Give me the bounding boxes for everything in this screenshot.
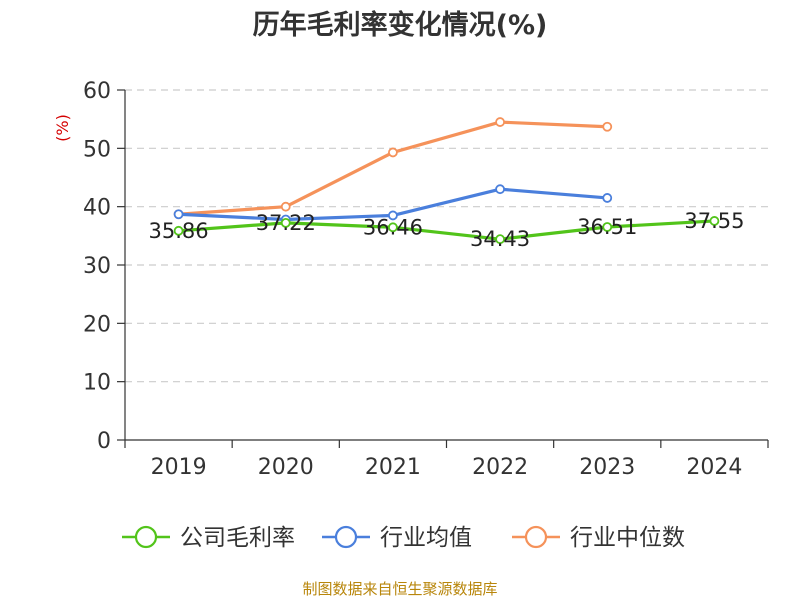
y-axis-label: (%) (53, 114, 72, 142)
data-point-1 (602, 193, 613, 203)
data-label: 36.51 (577, 215, 637, 239)
data-point-2 (602, 121, 613, 132)
data-point-1 (173, 209, 184, 220)
series-line-2 (176, 120, 609, 216)
x-tick-label: 2024 (686, 455, 742, 480)
legend-marker-0 (134, 525, 158, 549)
legend-label-2: 行业中位数 (570, 525, 685, 551)
data-point-0 (388, 222, 398, 233)
y-tick-label: 40 (83, 196, 111, 221)
data-point-0 (709, 216, 720, 226)
x-tick-label: 2020 (258, 455, 314, 480)
series-lines (173, 117, 720, 245)
data-label: 36.46 (363, 215, 423, 239)
data-point-2 (388, 147, 398, 158)
x-tick-label: 2021 (365, 455, 421, 480)
data-point-2 (280, 201, 291, 212)
y-tick-label: 30 (83, 254, 111, 279)
y-tick-label: 60 (83, 79, 111, 104)
legend-marker-2 (524, 525, 548, 549)
data-point-1 (495, 184, 505, 195)
series-line-0 (176, 219, 717, 241)
legend-label-0: 公司毛利率 (180, 525, 295, 551)
data-label: 34.43 (470, 227, 530, 251)
source-note: 制图数据来自恒生聚源数据库 (302, 580, 497, 598)
legend: 公司毛利率 行业均值 行业中位数 (122, 525, 685, 551)
data-point-2 (495, 117, 505, 127)
legend-marker-1 (334, 525, 358, 549)
x-tick-label: 2019 (151, 455, 207, 480)
grid-lines (125, 89, 768, 383)
data-point-1 (388, 210, 398, 221)
y-tick-label: 20 (83, 312, 111, 337)
data-point-0 (495, 234, 505, 245)
data-label: 35.86 (149, 219, 209, 243)
y-tick-label: 50 (83, 137, 111, 162)
y-tick-label: 0 (97, 429, 111, 454)
data-point-0 (280, 217, 291, 228)
axes: 0 10 20 30 40 50 60 2019 2020 2021 2022 2023 2024 (83, 79, 769, 480)
x-tick-label: 2023 (579, 455, 635, 480)
y-tick-label: 10 (83, 371, 111, 396)
x-tick-label: 2022 (472, 455, 528, 480)
data-label: 37.22 (256, 211, 316, 235)
legend-label-1: 行业均值 (380, 525, 472, 551)
data-label: 37.55 (684, 209, 744, 233)
data-labels: 35.86 37.22 36.46 34.43 36.51 37.55 (149, 209, 745, 251)
data-point-0 (173, 225, 184, 236)
chart-title: 历年毛利率变化情况(%) (253, 9, 548, 41)
data-point-0 (602, 222, 613, 232)
